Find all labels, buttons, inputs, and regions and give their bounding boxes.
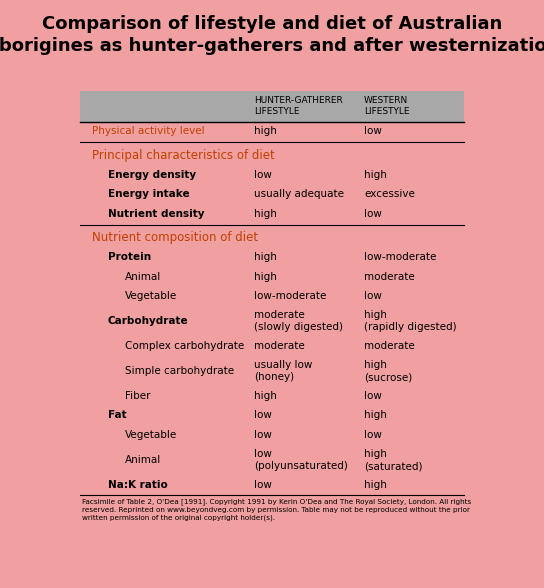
Text: usually low
(honey): usually low (honey) xyxy=(255,360,313,382)
Text: high: high xyxy=(364,410,387,420)
Text: moderate: moderate xyxy=(364,272,415,282)
Text: low
(polyunsaturated): low (polyunsaturated) xyxy=(255,449,348,471)
Text: high: high xyxy=(255,252,277,262)
Text: Energy density: Energy density xyxy=(108,170,196,180)
Text: high
(sucrose): high (sucrose) xyxy=(364,360,412,382)
Text: high: high xyxy=(255,272,277,282)
Text: high: high xyxy=(364,480,387,490)
Text: Comparison of lifestyle and diet of Australian
Aborigines as hunter-gatherers an: Comparison of lifestyle and diet of Aust… xyxy=(0,15,544,55)
Text: HUNTER-GATHERER
LIFESTYLE: HUNTER-GATHERER LIFESTYLE xyxy=(255,96,343,116)
Text: low: low xyxy=(255,410,272,420)
Text: moderate: moderate xyxy=(255,341,305,351)
Text: Animal: Animal xyxy=(125,455,162,465)
Text: high: high xyxy=(255,126,277,136)
Text: moderate
(slowly digested): moderate (slowly digested) xyxy=(255,310,343,332)
Text: Simple carbohydrate: Simple carbohydrate xyxy=(125,366,234,376)
Text: Na:K ratio: Na:K ratio xyxy=(108,480,168,490)
Text: low: low xyxy=(364,209,382,219)
Text: Complex carbohydrate: Complex carbohydrate xyxy=(125,341,245,351)
Text: Energy intake: Energy intake xyxy=(108,189,189,199)
Text: WESTERN
LIFESTYLE: WESTERN LIFESTYLE xyxy=(364,96,410,116)
Text: low: low xyxy=(364,391,382,401)
Text: high: high xyxy=(255,391,277,401)
Text: low-moderate: low-moderate xyxy=(364,252,436,262)
FancyBboxPatch shape xyxy=(81,91,463,122)
Text: low: low xyxy=(255,480,272,490)
Text: high
(rapidly digested): high (rapidly digested) xyxy=(364,310,456,332)
Text: high
(saturated): high (saturated) xyxy=(364,449,423,471)
Text: Principal characteristics of diet: Principal characteristics of diet xyxy=(92,149,275,162)
Text: Physical activity level: Physical activity level xyxy=(92,126,205,136)
Text: low: low xyxy=(364,430,382,440)
Text: Animal: Animal xyxy=(125,272,162,282)
Text: Fiber: Fiber xyxy=(125,391,151,401)
Text: high: high xyxy=(364,170,387,180)
Text: Fat: Fat xyxy=(108,410,126,420)
Text: high: high xyxy=(255,209,277,219)
Text: Nutrient density: Nutrient density xyxy=(108,209,204,219)
Text: moderate: moderate xyxy=(364,341,415,351)
Text: low-moderate: low-moderate xyxy=(255,291,327,301)
Text: usually adequate: usually adequate xyxy=(255,189,344,199)
Text: low: low xyxy=(255,170,272,180)
Text: Carbohydrate: Carbohydrate xyxy=(108,316,188,326)
Text: low: low xyxy=(364,291,382,301)
Text: Vegetable: Vegetable xyxy=(125,291,177,301)
Text: Nutrient composition of diet: Nutrient composition of diet xyxy=(92,231,258,245)
Text: low: low xyxy=(255,430,272,440)
Text: low: low xyxy=(364,126,382,136)
Text: Facsimile of Table 2, O'Dea [1991]. Copyright 1991 by Kerin O'Dea and The Royal : Facsimile of Table 2, O'Dea [1991]. Copy… xyxy=(82,498,472,522)
Text: Protein: Protein xyxy=(108,252,151,262)
Text: excessive: excessive xyxy=(364,189,415,199)
Text: Vegetable: Vegetable xyxy=(125,430,177,440)
